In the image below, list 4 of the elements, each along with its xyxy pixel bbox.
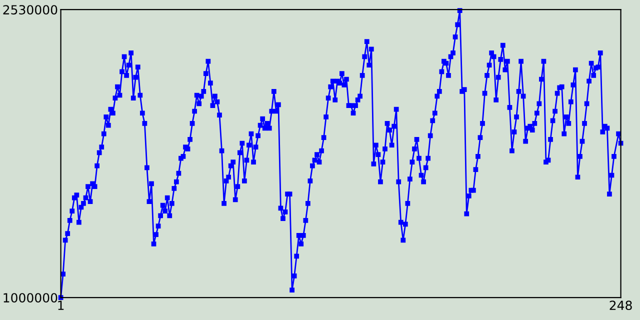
y-tick-label: 2530000 [3, 5, 58, 15]
y-tick-label: 1000000 [4, 293, 58, 303]
x-tick-label: 1 [58, 300, 64, 310]
x-tick-label: 248 [610, 300, 632, 310]
